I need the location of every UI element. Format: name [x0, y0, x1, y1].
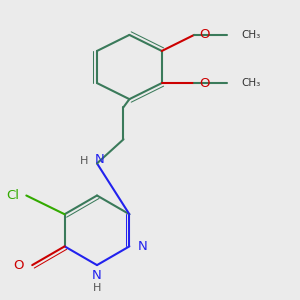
- Text: Cl: Cl: [7, 189, 20, 202]
- Text: O: O: [199, 76, 210, 90]
- Text: N: N: [95, 153, 105, 166]
- Text: N: N: [92, 269, 102, 282]
- Text: O: O: [199, 28, 210, 41]
- Text: H: H: [80, 156, 88, 166]
- Text: CH₃: CH₃: [241, 30, 260, 40]
- Text: H: H: [93, 283, 101, 293]
- Text: N: N: [138, 240, 148, 253]
- Text: O: O: [14, 259, 24, 272]
- Text: CH₃: CH₃: [241, 78, 260, 88]
